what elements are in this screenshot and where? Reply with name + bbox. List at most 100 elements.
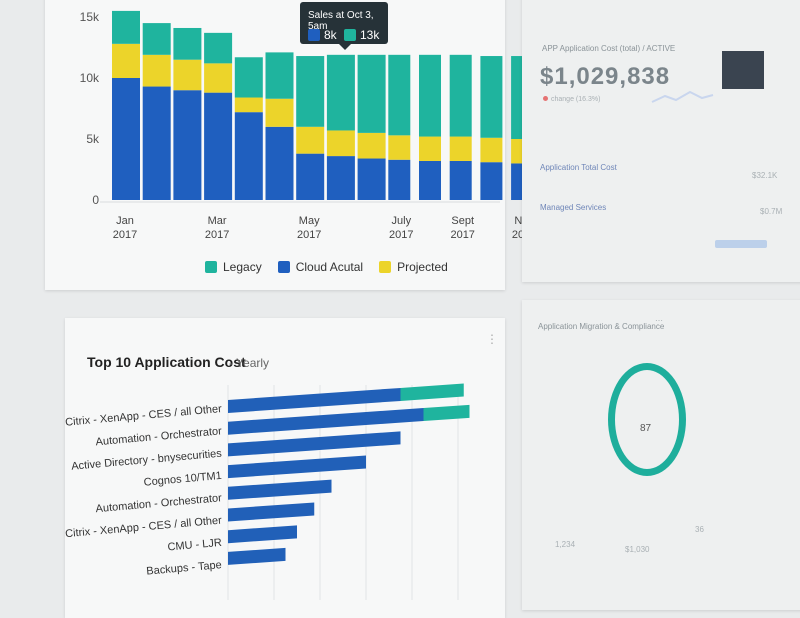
legend-label-cloud: Cloud Acutal xyxy=(295,260,364,274)
category-label: CMU - LJR xyxy=(167,537,222,554)
category-label: Citrix - XenApp - CES / all Other xyxy=(65,403,223,429)
chart-title: Top 10 Application Cost xyxy=(87,354,246,370)
bar-segment xyxy=(173,27,202,60)
hbar-segment xyxy=(228,479,332,500)
bar-segment xyxy=(142,23,171,55)
bar-segment xyxy=(265,52,294,99)
tooltip-value-cloud: 8k xyxy=(324,28,337,42)
kpi-change-text: change (16.3%) xyxy=(551,96,601,103)
kpi-label: APP Application Cost (total) / ACTIVE xyxy=(542,44,676,53)
bar-segment xyxy=(112,43,140,78)
legend-label-legacy: Legacy xyxy=(223,260,262,274)
change-dot-icon xyxy=(543,96,548,101)
bar-segment xyxy=(265,98,294,127)
bar-segment xyxy=(173,90,202,200)
x-tick-month: July xyxy=(392,215,412,227)
bar-segment xyxy=(234,97,263,113)
hbar-segment xyxy=(228,408,424,435)
legend-swatch-projected xyxy=(379,261,392,273)
bar-segment xyxy=(419,54,441,137)
bar-segment xyxy=(480,137,503,163)
hbar-segment xyxy=(228,455,366,479)
donut-card-menu-icon[interactable]: ⋯ xyxy=(655,316,663,325)
legend-item-cloud[interactable]: Cloud Acutal xyxy=(277,260,364,274)
tooltip-title: Sales at Oct 3, 5am xyxy=(308,10,374,32)
bar-segment xyxy=(388,54,411,136)
kpi-stat-2: $0.7M xyxy=(760,207,783,216)
bar-segment xyxy=(449,136,472,161)
hbar-segment xyxy=(423,404,470,422)
bar-segment xyxy=(234,112,263,200)
kpi-link-1[interactable]: Application Total Cost xyxy=(540,163,617,172)
donut-stat-2: $1,030 xyxy=(625,545,650,554)
y-tick-label: 15k xyxy=(80,10,100,24)
bar-segment xyxy=(142,54,171,87)
y-tick-label: 5k xyxy=(86,132,100,146)
hbar-segment xyxy=(228,431,401,457)
donut-stat-3: 36 xyxy=(695,525,704,534)
legend-label-projected: Projected xyxy=(397,260,448,274)
chart-tooltip: Sales at Oct 3, 5am 8k 13k xyxy=(300,2,388,50)
x-tick-month: May xyxy=(299,215,320,227)
x-tick-year: 2017 xyxy=(205,229,229,241)
bar-segment xyxy=(357,132,386,159)
donut-ring xyxy=(608,363,686,476)
x-tick-month: Mar xyxy=(208,215,227,227)
tooltip-item-legacy: 13k xyxy=(344,28,379,42)
bar-segment xyxy=(204,92,233,200)
bar-segment xyxy=(480,162,503,200)
bar-segment xyxy=(449,54,472,137)
kpi-thumbnail xyxy=(722,51,764,89)
category-label: Cognos 10/TM1 xyxy=(143,470,222,489)
x-tick-month: Sept xyxy=(451,215,474,227)
donut-center-value: 87 xyxy=(640,423,652,434)
tooltip-value-legacy: 13k xyxy=(360,28,380,42)
bar-segment xyxy=(326,130,355,157)
bar-segment xyxy=(419,136,441,161)
category-label: Automation - Orchestrator xyxy=(95,492,222,515)
kpi-link-2[interactable]: Managed Services xyxy=(540,203,607,212)
tooltip-item-cloud: 8k xyxy=(308,28,337,42)
x-tick-year: 2017 xyxy=(113,229,137,241)
legend-item-projected[interactable]: Projected xyxy=(379,260,448,274)
bar-segment xyxy=(112,10,140,44)
card-menu-icon[interactable]: ⋮ xyxy=(486,332,498,346)
legend-swatch-legacy xyxy=(205,261,217,273)
bar-segment xyxy=(480,56,503,138)
y-tick-label: 10k xyxy=(80,71,100,85)
bar-segment xyxy=(419,160,441,200)
chart-subtitle: - Yearly xyxy=(229,356,270,370)
kpi-card xyxy=(522,0,800,282)
donut-card-title: Application Migration & Compliance xyxy=(538,322,665,331)
hbar-segment xyxy=(228,547,286,565)
hbar-segment xyxy=(228,387,401,414)
bar-segment xyxy=(173,59,202,91)
legend-item-legacy[interactable]: Legacy xyxy=(205,260,262,274)
category-label: Citrix - XenApp - CES / all Other xyxy=(65,515,223,541)
kpi-change: change (16.3%) xyxy=(543,96,600,103)
bar-segment xyxy=(296,126,325,154)
hbar-segment xyxy=(400,383,464,401)
bar-segment xyxy=(296,56,325,127)
tooltip-swatch-cloud xyxy=(308,29,320,41)
bar-segment xyxy=(449,160,472,200)
bar-segment xyxy=(142,86,171,200)
bar-segment xyxy=(357,54,386,133)
bar-segment xyxy=(296,153,325,200)
y-tick-label: 0 xyxy=(92,193,99,207)
category-label: Active Directory - bnysecurities xyxy=(71,448,223,473)
horizontal-bar-chart: Citrix - XenApp - CES / all OtherAutomat… xyxy=(65,383,470,600)
bar-segment xyxy=(112,78,140,200)
bar-segment xyxy=(204,32,233,64)
x-tick-year: 2017 xyxy=(450,229,474,241)
category-label: Automation - Orchestrator xyxy=(95,425,222,448)
hbar-segment xyxy=(228,525,297,544)
bar-segment xyxy=(388,135,411,160)
bar-segment xyxy=(204,63,233,93)
legend-swatch-cloud xyxy=(277,261,290,273)
hbar-segment xyxy=(228,502,315,522)
donut-stat-1: 1,234 xyxy=(555,540,576,549)
view-details-button[interactable] xyxy=(715,240,767,248)
x-tick-year: 2017 xyxy=(297,229,321,241)
kpi-value: $1,029,838 xyxy=(540,63,671,90)
